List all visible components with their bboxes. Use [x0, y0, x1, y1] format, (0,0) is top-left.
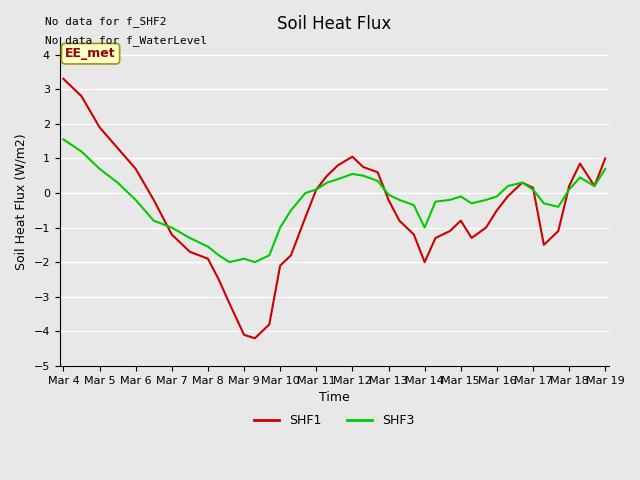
SHF3	[114, 180, 122, 185]
SHF1	[251, 336, 259, 341]
SHF1	[60, 76, 67, 82]
SHF3	[468, 201, 476, 206]
SHF1	[457, 218, 465, 224]
SHF3	[132, 197, 140, 203]
SHF1	[276, 263, 284, 268]
SHF3	[215, 252, 223, 258]
SHF1	[114, 145, 122, 151]
SHF1	[374, 169, 381, 175]
SHF3	[385, 192, 392, 198]
SHF1	[410, 232, 418, 238]
SHF1	[565, 183, 573, 189]
SHF1	[431, 235, 439, 241]
SHF3	[204, 244, 212, 250]
SHF1	[493, 207, 500, 213]
SHF1	[168, 232, 175, 238]
SHF3	[301, 190, 309, 196]
SHF3	[374, 178, 381, 184]
SHF3	[150, 218, 157, 224]
SHF1	[482, 225, 490, 230]
SHF1	[504, 193, 511, 199]
SHF1	[204, 256, 212, 262]
SHF3	[186, 235, 194, 241]
SHF3	[251, 259, 259, 265]
SHF3	[240, 256, 248, 262]
SHF3	[360, 173, 367, 179]
Y-axis label: Soil Heat Flux (W/m2): Soil Heat Flux (W/m2)	[15, 133, 28, 270]
SHF1	[468, 235, 476, 241]
SHF3	[349, 171, 356, 177]
SHF3	[323, 180, 331, 185]
Text: EE_met: EE_met	[65, 47, 116, 60]
SHF3	[591, 183, 598, 189]
SHF1	[576, 161, 584, 167]
SHF3	[602, 166, 609, 172]
SHF3	[457, 193, 465, 199]
SHF1	[132, 166, 140, 172]
SHF1	[150, 197, 157, 203]
SHF1	[540, 242, 548, 248]
SHF1	[287, 252, 295, 258]
SHF1	[226, 301, 234, 307]
SHF1	[334, 162, 342, 168]
SHF1	[349, 154, 356, 159]
SHF1	[360, 164, 367, 170]
SHF1	[240, 332, 248, 338]
SHF3	[554, 204, 562, 210]
SHF3	[493, 193, 500, 199]
SHF3	[312, 187, 320, 192]
SHF1	[396, 218, 403, 224]
SHF3	[576, 175, 584, 180]
SHF3	[334, 176, 342, 182]
SHF3	[431, 199, 439, 204]
SHF3	[276, 225, 284, 230]
Title: Soil Heat Flux: Soil Heat Flux	[277, 15, 392, 33]
SHF3	[266, 252, 273, 258]
SHF1	[529, 185, 537, 191]
SHF3	[77, 149, 85, 155]
SHF3	[529, 187, 537, 192]
SHF1	[186, 249, 194, 255]
Legend: SHF1, SHF3: SHF1, SHF3	[250, 409, 419, 432]
X-axis label: Time: Time	[319, 391, 349, 404]
SHF3	[518, 180, 526, 185]
SHF1	[554, 228, 562, 234]
SHF1	[518, 180, 526, 185]
SHF1	[77, 93, 85, 99]
SHF3	[60, 136, 67, 142]
SHF1	[312, 187, 320, 192]
SHF3	[396, 197, 403, 203]
SHF3	[565, 187, 573, 192]
SHF1	[385, 197, 392, 203]
SHF1	[215, 276, 223, 282]
SHF1	[301, 215, 309, 220]
SHF1	[266, 322, 273, 327]
SHF3	[482, 197, 490, 203]
SHF1	[602, 156, 609, 161]
SHF3	[540, 201, 548, 206]
SHF3	[446, 197, 454, 203]
Text: No data for f_WaterLevel: No data for f_WaterLevel	[45, 35, 207, 46]
SHF1	[421, 259, 429, 265]
SHF1	[95, 124, 103, 130]
Line: SHF3: SHF3	[63, 139, 605, 262]
Line: SHF1: SHF1	[63, 79, 605, 338]
SHF3	[421, 225, 429, 230]
Text: No data for f_SHF2: No data for f_SHF2	[45, 16, 166, 27]
SHF1	[323, 173, 331, 179]
SHF3	[168, 225, 175, 230]
SHF3	[504, 183, 511, 189]
SHF3	[287, 207, 295, 213]
SHF3	[95, 166, 103, 172]
SHF1	[591, 183, 598, 189]
SHF3	[410, 202, 418, 208]
SHF3	[226, 259, 234, 265]
SHF1	[446, 228, 454, 234]
